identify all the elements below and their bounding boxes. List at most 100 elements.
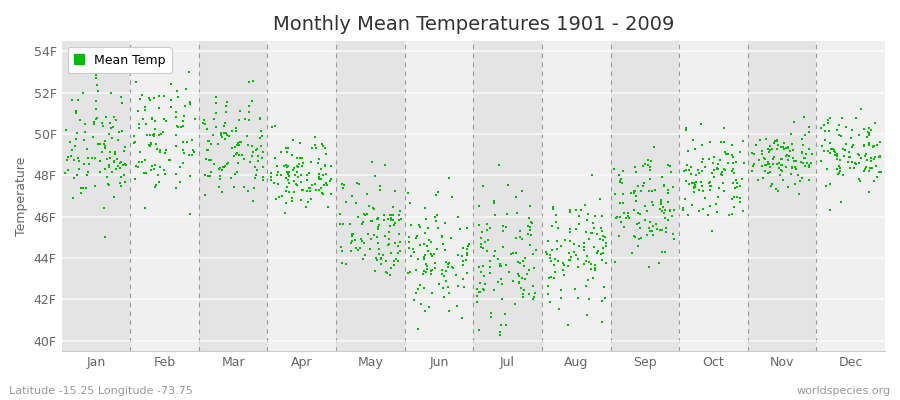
Point [823, 114, 837, 121]
Bar [405, 41, 473, 351]
Point [821, 120, 835, 126]
Point [173, 179, 187, 185]
Point [842, 154, 857, 160]
Point [838, 147, 852, 153]
Point [403, 222, 418, 229]
Point [428, 250, 442, 257]
Point [195, 120, 210, 126]
Point [154, 131, 168, 137]
Point [362, 203, 376, 210]
Point [569, 207, 583, 214]
Point [104, 124, 119, 131]
Point [280, 164, 294, 170]
Point [355, 238, 369, 244]
Point [692, 208, 706, 214]
Point [70, 130, 85, 136]
Point [616, 209, 631, 216]
Point [517, 263, 531, 270]
Point [285, 194, 300, 201]
Point [608, 259, 622, 266]
Point [370, 216, 384, 222]
Point [864, 157, 878, 164]
Point [493, 322, 508, 328]
Point [197, 117, 211, 123]
Point [268, 154, 283, 161]
Point [256, 164, 270, 170]
Point [864, 154, 878, 161]
Point [765, 146, 779, 153]
Point [706, 160, 721, 166]
Point [90, 115, 104, 122]
Point [320, 182, 334, 188]
Point [248, 174, 263, 181]
Point [377, 162, 392, 168]
Point [751, 177, 765, 184]
Point [446, 265, 461, 272]
Point [509, 250, 524, 256]
Point [499, 322, 513, 328]
Point [360, 211, 374, 217]
Point [679, 166, 693, 173]
Point [733, 195, 747, 201]
Point [557, 262, 572, 268]
Point [826, 146, 841, 153]
Point [382, 241, 396, 248]
Point [68, 143, 83, 149]
Point [665, 212, 680, 219]
Point [637, 202, 652, 209]
Point [113, 165, 128, 172]
Point [702, 180, 716, 186]
Point [633, 211, 647, 217]
Point [491, 256, 506, 262]
Point [824, 145, 838, 152]
Point [357, 212, 372, 218]
Point [541, 291, 555, 297]
Point [839, 141, 853, 148]
Point [455, 276, 470, 282]
Point [151, 132, 166, 138]
Point [728, 184, 742, 191]
Point [475, 263, 490, 269]
Point [500, 224, 514, 230]
Point [480, 247, 494, 254]
Point [254, 143, 268, 149]
Point [475, 286, 490, 292]
Point [567, 249, 581, 255]
Point [375, 252, 390, 258]
Point [459, 225, 473, 232]
Point [372, 222, 386, 229]
Point [133, 149, 148, 155]
Point [74, 185, 88, 191]
Point [772, 165, 787, 172]
Point [88, 183, 103, 189]
Point [281, 177, 295, 184]
Point [562, 208, 577, 215]
Point [241, 188, 256, 194]
Point [230, 160, 245, 166]
Point [360, 191, 374, 198]
Point [314, 185, 328, 191]
Point [528, 290, 543, 296]
Point [385, 212, 400, 218]
Point [722, 212, 736, 218]
Point [243, 159, 257, 165]
Point [290, 162, 304, 169]
Point [596, 245, 610, 251]
Point [551, 225, 565, 231]
Point [630, 221, 644, 227]
Point [301, 177, 315, 184]
Point [251, 152, 266, 159]
Point [860, 164, 874, 170]
Point [148, 162, 162, 168]
Point [188, 115, 202, 122]
Point [176, 160, 190, 166]
Point [680, 212, 695, 218]
Point [247, 78, 261, 84]
Point [564, 254, 579, 260]
Point [562, 207, 577, 213]
Bar [61, 41, 130, 351]
Point [702, 156, 716, 163]
Point [588, 264, 602, 271]
Point [773, 172, 788, 178]
Point [774, 155, 788, 162]
